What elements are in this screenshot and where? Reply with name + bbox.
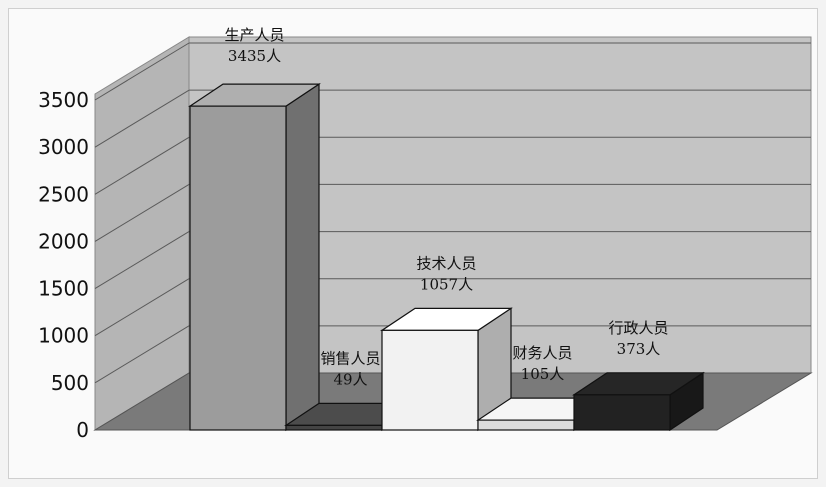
- bar-category-label: 销售人员: [320, 349, 380, 367]
- bar-front: [477, 419, 575, 431]
- gridline-side: [94, 278, 190, 337]
- side-wall: [94, 36, 190, 431]
- bar-front: [285, 424, 383, 431]
- gridline-side: [94, 89, 190, 148]
- y-tick-label: 500: [51, 371, 89, 395]
- bar-side: [285, 83, 320, 432]
- bar-category-label: 生产人员: [224, 26, 284, 44]
- y-tick-label: 3500: [38, 88, 89, 112]
- bar: [188, 83, 321, 432]
- gridline-side: [94, 231, 190, 289]
- bar-category-label: 行政人员: [608, 319, 668, 337]
- gridline-side: [94, 325, 190, 384]
- y-tick-label: 2000: [38, 229, 89, 253]
- y-tick-label: 1000: [38, 324, 89, 348]
- bar-category-label: 技术人员: [416, 254, 476, 272]
- bar-value-label: 3435人: [228, 47, 281, 65]
- y-tick-label: 2500: [38, 182, 89, 206]
- y-tick-label: 0: [76, 418, 89, 442]
- bar-value-label: 1057人: [420, 275, 473, 293]
- bar-value-label: 373人: [617, 340, 661, 358]
- bar-front: [573, 394, 671, 431]
- bar: [572, 371, 705, 432]
- gridline-side: [94, 136, 190, 195]
- bar: [380, 307, 513, 432]
- bar-front: [381, 329, 479, 431]
- gridline-side: [94, 42, 190, 101]
- bar-front: [189, 105, 287, 431]
- bar-category-label: 财务人员: [512, 344, 572, 362]
- bar-value-label: 105人: [521, 365, 565, 383]
- gridline-side: [94, 184, 190, 242]
- bar-value-label: 49人: [333, 370, 367, 388]
- y-tick-label: 3000: [38, 135, 89, 159]
- y-tick-label: 1500: [38, 277, 89, 301]
